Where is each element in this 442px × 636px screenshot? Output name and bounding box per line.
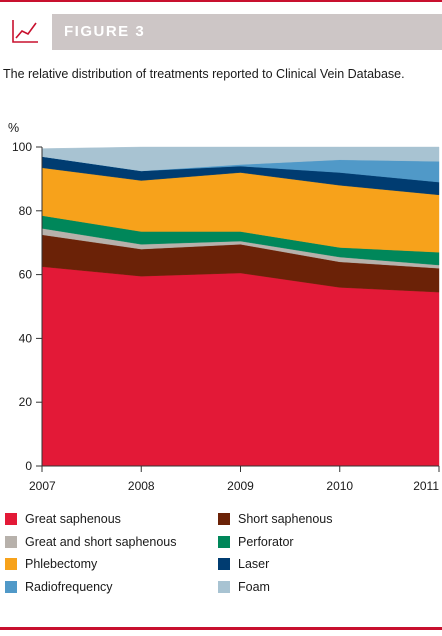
stacked-area-chart: 0 20 40 60 80 100 2007 2008 2009 2010 2011 xyxy=(12,140,440,493)
legend-swatch xyxy=(5,558,17,570)
legend-swatch xyxy=(218,580,230,593)
legend-swatch xyxy=(218,535,230,548)
x-tick-label: 2007 xyxy=(29,479,56,493)
y-tick-label: 0 xyxy=(25,459,32,473)
x-tick-label: 2009 xyxy=(227,479,254,493)
legend-item: Great saphenous xyxy=(5,512,121,526)
legend-item: Great and short saphenous xyxy=(5,535,177,549)
x-tick-label: 2010 xyxy=(326,479,353,493)
y-tick-label: 100 xyxy=(12,140,32,154)
legend-swatch xyxy=(218,513,230,525)
area-foam xyxy=(41,146,440,172)
top-accent-bar xyxy=(0,0,442,2)
legend-item: Radiofrequency xyxy=(5,580,113,594)
legend-swatch xyxy=(5,535,17,548)
legend-swatch xyxy=(5,580,17,593)
line-chart-icon xyxy=(4,14,52,50)
legend-label: Foam xyxy=(238,579,270,594)
figure-header-band: FIGURE 3 xyxy=(52,14,442,50)
figure-caption: The relative distribution of treatments … xyxy=(3,67,405,81)
figure-label: FIGURE 3 xyxy=(64,23,146,40)
y-tick-label: 60 xyxy=(19,268,33,282)
legend-label: Great saphenous xyxy=(25,512,121,526)
y-tick-label: 40 xyxy=(19,331,33,345)
x-tick-label: 2011 xyxy=(413,479,439,493)
figure-header: FIGURE 3 xyxy=(0,14,442,50)
legend-item: Short saphenous xyxy=(218,512,333,526)
legend-item: Laser xyxy=(218,557,269,571)
legend-swatch xyxy=(5,513,17,525)
legend-item: Perforator xyxy=(218,535,294,549)
legend-item: Phlebectomy xyxy=(5,557,97,571)
legend-label: Perforator xyxy=(238,534,294,549)
y-axis-label: % xyxy=(8,121,20,135)
y-tick-label: 20 xyxy=(19,395,33,409)
legend-label: Great and short saphenous xyxy=(25,534,177,549)
bottom-accent-bar xyxy=(0,627,442,630)
legend-label: Laser xyxy=(238,557,270,571)
y-tick-label: 80 xyxy=(19,204,33,218)
x-tick-label: 2008 xyxy=(128,479,155,493)
legend-label: Short saphenous xyxy=(238,512,333,526)
legend-label: Radiofrequency xyxy=(25,579,113,594)
legend-swatch xyxy=(218,558,230,570)
legend-item: Foam xyxy=(218,580,270,594)
legend-label: Phlebectomy xyxy=(25,557,98,571)
area-great-saphenous xyxy=(41,266,440,467)
